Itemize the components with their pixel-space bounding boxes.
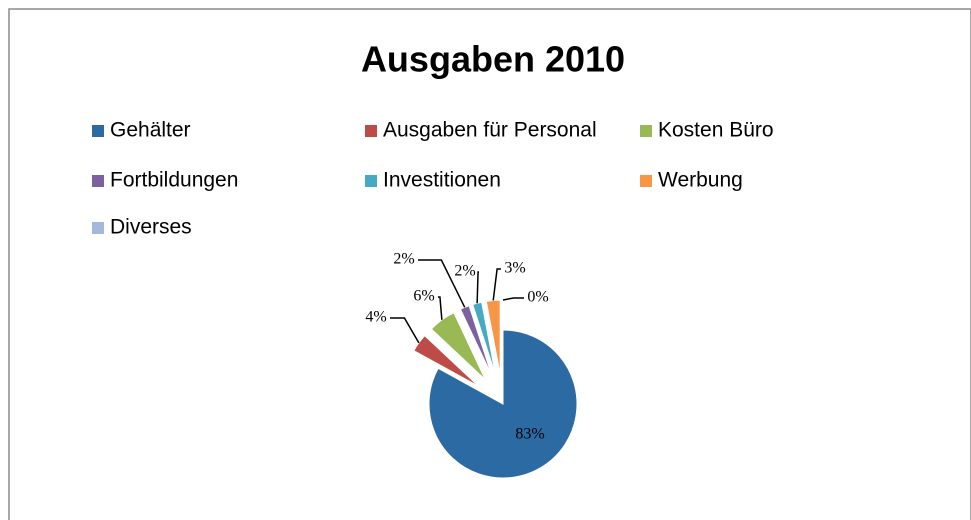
data-label: 2% — [454, 263, 475, 280]
leader-line — [418, 259, 466, 308]
data-label: 83% — [515, 426, 544, 443]
legend-label: Werbung — [658, 169, 743, 192]
data-label: 2% — [393, 251, 414, 268]
legend-label: Diverses — [110, 216, 192, 239]
legend-swatch — [92, 175, 104, 187]
chart-title: Ausgaben 2010 — [361, 39, 625, 80]
legend-label: Ausgaben für Personal — [383, 119, 597, 142]
leader-line — [476, 271, 479, 304]
leader-line — [492, 268, 501, 301]
leader-line — [438, 296, 443, 320]
legend-label: Investitionen — [383, 169, 501, 192]
legend-swatch — [640, 125, 652, 137]
legend-label: Kosten Büro — [658, 119, 774, 142]
legend-swatch — [365, 175, 377, 187]
pie-slice — [428, 329, 578, 479]
legend-label: Gehälter — [110, 119, 191, 142]
data-label: 4% — [365, 309, 386, 326]
legend-swatch — [92, 222, 104, 234]
legend-swatch — [640, 175, 652, 187]
pie-slice — [459, 305, 493, 377]
legend-swatch — [365, 125, 377, 137]
leader-line — [390, 317, 420, 344]
pie-slice — [413, 335, 480, 387]
data-label: 3% — [504, 260, 525, 277]
legend-label: Fortbildungen — [110, 169, 238, 192]
legend-swatch — [92, 125, 104, 137]
leader-line — [502, 297, 524, 301]
data-label: 0% — [527, 289, 548, 306]
data-label: 6% — [413, 288, 434, 305]
